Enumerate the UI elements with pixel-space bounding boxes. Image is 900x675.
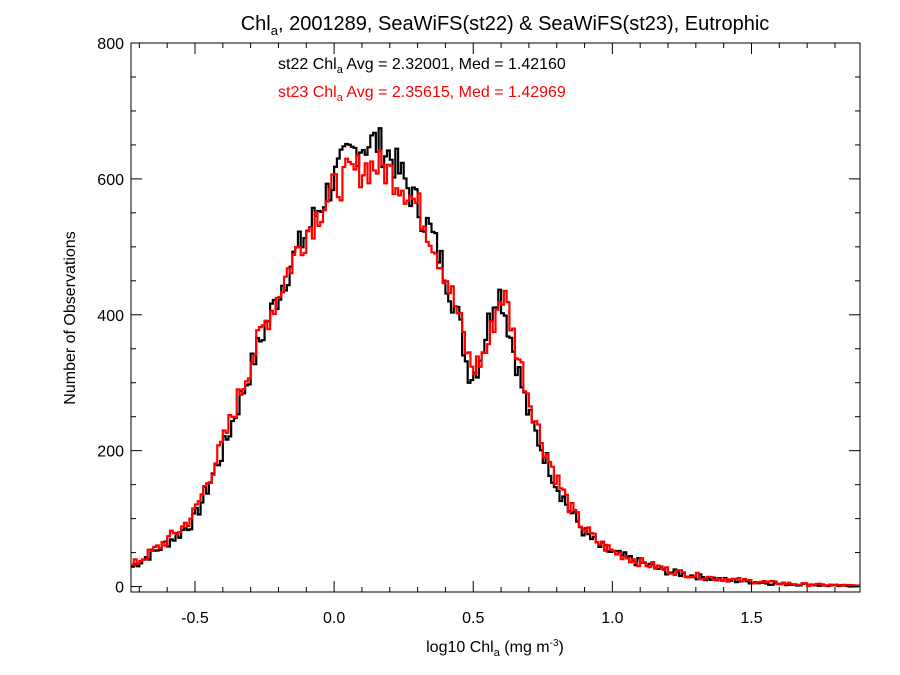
y-tick-label: 400: [97, 308, 124, 325]
annotation-st23: st23 Chla Avg = 2.35615, Med = 1.42969: [278, 84, 566, 104]
y-tick-label: 800: [97, 36, 124, 53]
chart-title-subscript: a: [271, 23, 279, 38]
y-tick-label: 0: [115, 580, 124, 597]
y-axis-label: Number of Observations: [62, 231, 79, 404]
chart-title-base: Chl: [241, 13, 271, 35]
annotation-st22-pre: st22 Chl: [278, 56, 337, 73]
y-tick-label: 200: [97, 444, 124, 461]
annotation-st22: st22 Chla Avg = 2.32001, Med = 1.42160: [278, 56, 566, 76]
x-tick-label: 1.5: [740, 610, 762, 627]
annotation-st23-post: Avg = 2.35615, Med = 1.42969: [343, 84, 566, 101]
y-tick-label: 600: [97, 172, 124, 189]
annotation-st23-subscript: a: [337, 92, 344, 104]
series-st23-histogram: [131, 149, 860, 587]
x-axis-label-pre: log10 Chl: [426, 639, 494, 656]
x-axis-label: log10 Chla (mg m-3): [426, 638, 564, 659]
x-axis-label-subscript: a: [494, 647, 501, 659]
series-layer: [131, 127, 860, 588]
x-tick-label: 0.0: [323, 610, 345, 627]
annotation-st22-subscript: a: [337, 64, 344, 76]
x-axis-ticks: -0.5 0.0 0.5 1.0 1.5: [138, 43, 836, 627]
x-axis-label-superscript: -3: [550, 638, 559, 649]
chart-title: Chla, 2001289, SeaWiFS(st22) & SeaWiFS(s…: [241, 13, 770, 38]
annotation-st22-post: Avg = 2.32001, Med = 1.42160: [343, 56, 566, 73]
x-tick-label: 1.0: [601, 610, 623, 627]
x-axis-label-mid: (mg m: [500, 639, 550, 656]
x-tick-label: -0.5: [181, 610, 209, 627]
y-axis-ticks: 0 200 400 600 800: [97, 36, 860, 597]
x-tick-label: 0.5: [462, 610, 484, 627]
chart-title-rest: , 2001289, SeaWiFS(st22) & SeaWiFS(st23)…: [278, 13, 769, 35]
plot-frame: [130, 42, 861, 593]
series-st22-histogram: [131, 127, 860, 588]
annotation-st23-pre: st23 Chl: [278, 84, 337, 101]
x-axis-label-post: ): [559, 639, 564, 656]
